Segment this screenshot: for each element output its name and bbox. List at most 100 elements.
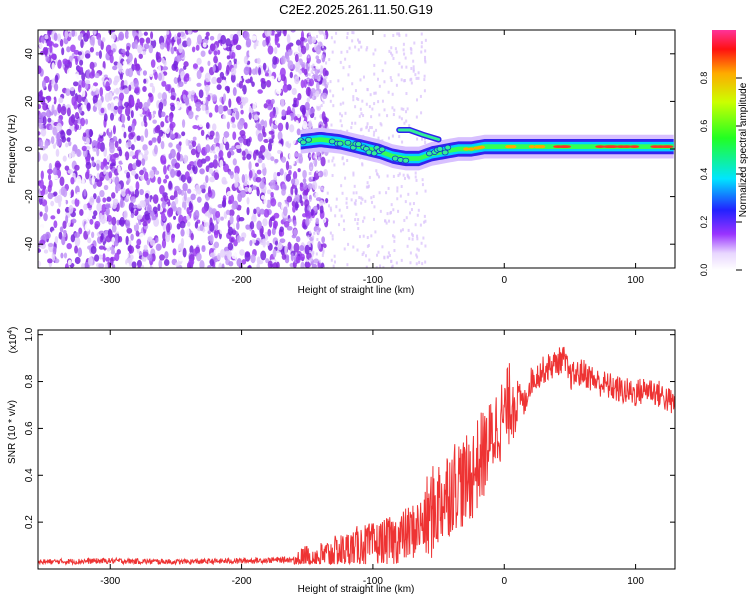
spectrogram-noise-cell [157,176,162,185]
spectrogram-noise-cell [137,265,141,268]
spectrogram-noise-cell [284,245,288,255]
spectrogram-noise-cell [240,236,245,242]
spectrogram-sparse-cell [335,31,338,35]
spectrogram-noise-cell [90,245,97,255]
spectrogram-noise-cell [118,138,122,144]
spectrogram-noise-cell [69,87,75,92]
spectrogram-noise-cell [53,174,59,180]
spectrogram-noise-cell [57,118,61,124]
spectrogram-noise-cell [307,87,311,97]
spectrogram-noise-cell [258,67,262,76]
track-blob [441,149,449,156]
spectrogram-sparse-cell [373,72,376,76]
spectrogram-sparse-cell [390,46,393,50]
spectrogram-noise-cell [114,176,120,186]
spectrogram-noise-cell [136,259,142,268]
spectrogram-sparse-cell [390,203,393,207]
spectrogram-noise-cell [137,44,143,54]
spectrogram-noise-cell [274,158,279,163]
snr-scale-exp: 4 [7,330,14,334]
spectrogram-sparse-cell [391,53,394,57]
spectrogram-noise-cell [130,110,134,119]
spectrogram-noise-cell [220,34,227,45]
spectrogram-noise-cell [192,124,199,130]
spectrogram-noise-cell [221,199,227,208]
spectrogram-sparse-cell [416,234,419,238]
spectrogram-noise-cell [246,196,250,205]
spectrogram-noise-cell [317,241,322,250]
track-warm-spot [510,145,517,149]
spectrogram-noise-cell [60,130,66,140]
spectrogram-noise-cell [204,236,208,243]
spectrogram-sparse-cell [402,42,405,46]
spectrogram-sparse-cell [341,191,344,195]
spectrogram-noise-cell [213,50,218,56]
spectrogram-sparse-cell [373,205,376,209]
spectrogram-sparse-cell [350,198,353,202]
track-hot-spot [629,145,640,149]
spectrogram-sparse-cell [418,260,421,264]
spectrogram-sparse-cell [346,129,349,133]
spectrogram-sparse-cell [334,214,337,218]
spectrogram-sparse-cell [319,73,322,77]
spectrogram-noise-cell [263,197,268,207]
spectrogram-noise-cell [260,120,265,126]
spectrogram-noise-cell [205,31,210,37]
spectrogram-noise-cell [218,150,224,159]
spectrogram-sparse-cell [400,78,403,82]
track-warm-spot [528,145,535,149]
spectrogram-noise-cell [215,132,220,142]
spectrogram-noise-cell [121,48,126,54]
spectrogram-noise-cell [273,212,280,219]
spectrogram-x-label: Height of straight line (km) [298,285,415,296]
spectrogram-sparse-cell [365,126,368,130]
spectrogram-sparse-cell [316,170,319,174]
spectrogram-noise-cell [81,72,86,81]
spectrogram-noise-cell [285,173,291,182]
spectrogram-sparse-cell [386,114,389,118]
spectrogram-noise-cell [65,214,69,224]
spectrogram-noise-cell [96,202,102,212]
spectrogram-noise-cell [245,224,251,230]
spectrogram-noise-cell [221,263,225,268]
spectrogram-sparse-cell [423,137,426,141]
spectrogram-sparse-cell [323,49,326,53]
spectrogram-noise-cell [190,90,195,96]
spectrogram-noise-cell [118,229,125,238]
spectrogram-sparse-cell [360,201,363,205]
spectrogram-noise-cell [82,89,86,98]
spectrogram-sparse-cell [392,113,395,117]
spectrogram-noise-cell [207,60,211,67]
spectrogram-noise-cell [127,138,131,147]
track-warm-spot [539,145,546,149]
spectrogram-noise-cell [220,249,226,258]
spectrogram-noise-cell [111,216,117,226]
spectrogram-noise-cell [77,34,83,41]
spectrogram-sparse-cell [379,209,382,213]
spectrogram-noise-cell [64,263,69,268]
spectrogram-sparse-cell [409,251,412,255]
spectrogram-noise-cell [209,234,214,245]
spectrogram-sparse-cell [312,95,315,99]
spectrogram-x-tick-label: -300 [100,275,120,286]
spectrogram-noise-cell [110,112,114,121]
spectrogram-noise-cell [152,194,159,204]
spectrogram-noise-cell [151,215,157,221]
spectrogram-sparse-cell [351,39,354,43]
spectrogram-noise-cell [180,228,185,237]
spectrogram-noise-cell [128,33,132,38]
track-warm-spot [468,147,475,151]
spectrogram-noise-cell [74,245,78,254]
spectrogram-noise-cell [170,104,176,112]
spectrogram-noise-cell [92,215,96,220]
spectrogram-noise-cell [199,260,205,268]
spectrogram-sparse-cell [357,97,360,101]
spectrogram-sparse-cell [368,175,371,179]
spectrogram-noise-cell [138,53,143,59]
spectrogram-sparse-cell [353,184,356,188]
track-blob [299,139,307,146]
spectrogram-sparse-cell [362,234,365,238]
spectrogram-noise-cell [278,52,283,58]
spectrogram-noise-cell [42,116,47,126]
spectrogram-noise-cell [222,105,228,112]
